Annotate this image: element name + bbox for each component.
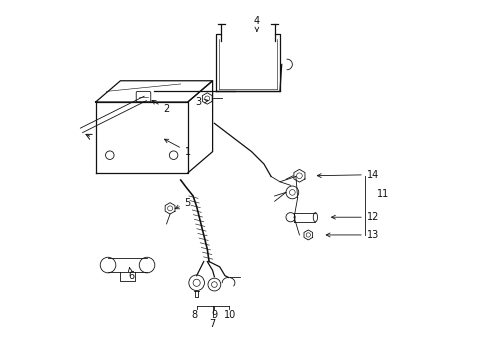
Text: 10: 10 <box>224 310 236 320</box>
Text: 2: 2 <box>152 100 169 114</box>
Text: 4: 4 <box>253 15 260 31</box>
Text: 3: 3 <box>195 97 208 107</box>
Text: 12: 12 <box>331 212 378 222</box>
Text: 8: 8 <box>191 310 198 320</box>
Text: 1: 1 <box>164 139 190 157</box>
Text: 13: 13 <box>325 230 378 240</box>
Text: 11: 11 <box>377 189 389 199</box>
Text: 5: 5 <box>175 198 190 209</box>
Text: 7: 7 <box>209 319 215 329</box>
Text: 14: 14 <box>317 170 378 180</box>
Text: 9: 9 <box>211 310 217 320</box>
Text: 6: 6 <box>128 267 134 281</box>
